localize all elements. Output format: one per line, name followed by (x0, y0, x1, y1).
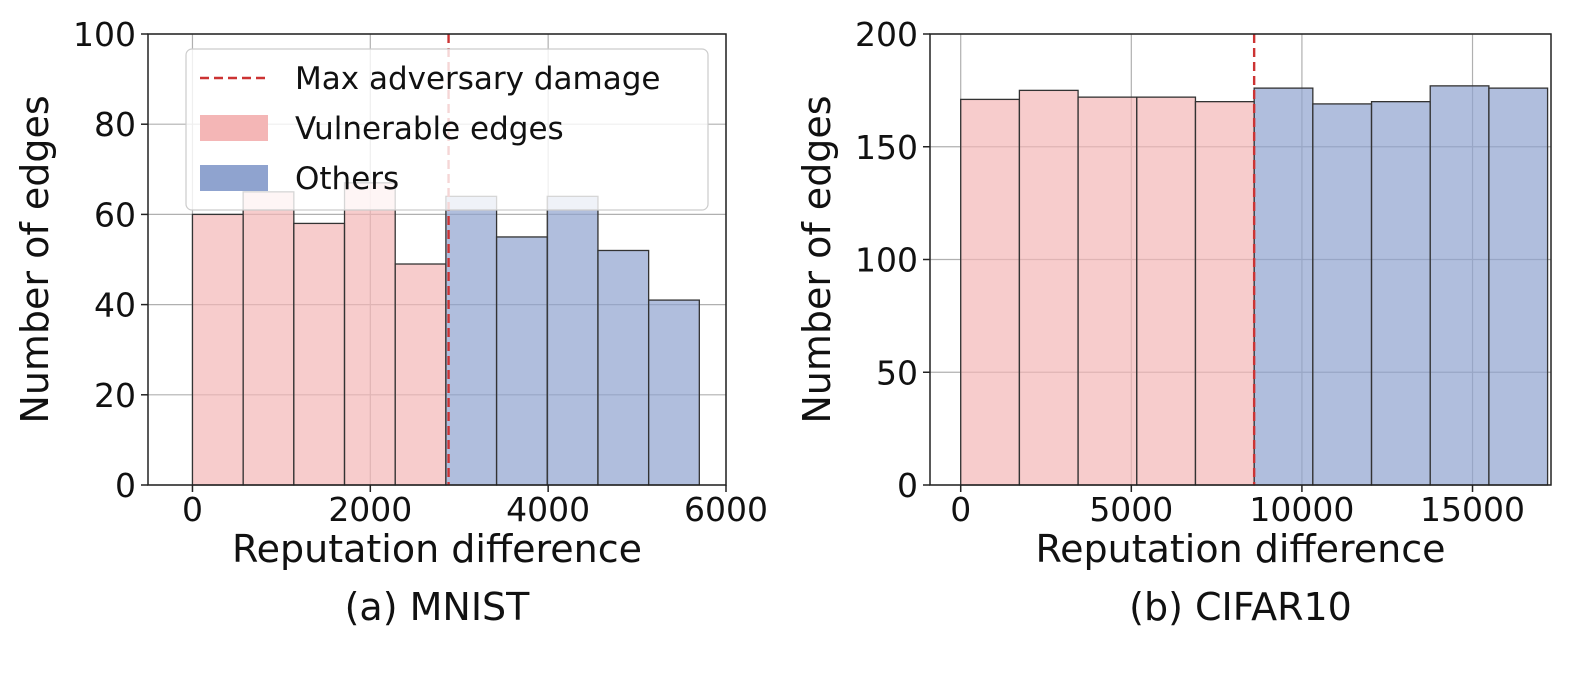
bar-others (1488, 87, 1549, 486)
y-tick-label: 80 (94, 105, 136, 144)
legend-label: Vulnerable edges (295, 111, 564, 147)
bar-others (1429, 85, 1490, 486)
plot-frame (147, 33, 727, 486)
bar-vulnerable (1194, 101, 1255, 486)
legend-patch-swatch (200, 115, 268, 141)
subfigure-caption: (b) CIFAR10 (1129, 585, 1352, 629)
y-tick-label: 40 (94, 286, 136, 325)
bar-vulnerable (1018, 89, 1079, 486)
bar-others (445, 195, 498, 486)
y-axis-label: Number of edges (795, 95, 839, 423)
bar-others (1312, 103, 1373, 486)
bar-others (1370, 101, 1431, 486)
x-tick-label: 5000 (1089, 490, 1173, 529)
y-tick-label: 150 (855, 128, 918, 167)
x-tick-label: 0 (950, 490, 971, 529)
x-tick-label: 15000 (1420, 490, 1525, 529)
x-tick-label: 2000 (328, 490, 412, 529)
x-axis-label: Reputation difference (232, 527, 642, 571)
bar-others (597, 249, 650, 486)
legend: Max adversary damage Vulnerable edges Othe… (185, 48, 709, 211)
y-tick-label: 200 (855, 15, 918, 54)
bar-vulnerable (1077, 96, 1138, 486)
bar-vulnerable (960, 98, 1021, 486)
y-axis-label: Number of edges (13, 95, 57, 423)
bar-vulnerable (293, 222, 346, 486)
chart-panel-0: 0 2000 4000 6000 0 20 40 60 80 100 Reputation diff… (13, 15, 768, 629)
bar-vulnerable (394, 263, 447, 486)
y-tick-label: 0 (897, 466, 918, 505)
bar-vulnerable (343, 182, 396, 486)
x-tick-label: 4000 (506, 490, 590, 529)
y-tick-label: 20 (94, 376, 136, 415)
legend-box (185, 48, 709, 211)
bar-vulnerable (242, 191, 295, 486)
legend-patch-swatch (200, 165, 268, 191)
legend-label: Max adversary damage (295, 61, 661, 97)
bar-others (1253, 87, 1314, 486)
bar-others (495, 236, 548, 486)
y-tick-label: 100 (73, 15, 136, 54)
x-tick-label: 6000 (684, 490, 768, 529)
bar-vulnerable (1136, 96, 1197, 486)
y-tick-label: 0 (115, 466, 136, 505)
bar-others (546, 195, 599, 486)
chart-panel-1: 0 5000 10000 15000 0 50 100 150 200 Reputation di… (795, 15, 1552, 629)
bar-others (647, 299, 700, 486)
y-tick-label: 50 (876, 353, 918, 392)
x-tick-label: 10000 (1249, 490, 1354, 529)
y-tick-label: 100 (855, 241, 918, 280)
bar-vulnerable (191, 213, 244, 486)
subfigure-caption: (a) MNIST (345, 585, 531, 629)
legend-label: Others (295, 161, 399, 197)
x-axis-label: Reputation difference (1035, 527, 1445, 571)
y-tick-label: 60 (94, 195, 136, 234)
x-tick-label: 0 (182, 490, 203, 529)
